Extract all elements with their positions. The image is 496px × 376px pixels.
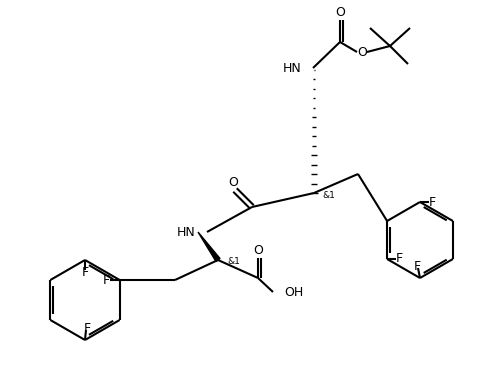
Text: F: F	[83, 321, 91, 335]
Polygon shape	[198, 232, 220, 261]
Text: F: F	[414, 259, 421, 273]
Text: O: O	[335, 6, 345, 20]
Text: HN: HN	[283, 62, 302, 74]
Text: O: O	[253, 244, 263, 256]
Text: HN: HN	[177, 226, 196, 238]
Text: F: F	[429, 196, 435, 209]
Text: O: O	[357, 45, 367, 59]
Text: F: F	[81, 265, 89, 279]
Text: F: F	[103, 273, 110, 287]
Text: F: F	[395, 253, 403, 265]
Text: OH: OH	[284, 285, 303, 299]
Text: &1: &1	[322, 191, 335, 200]
Text: O: O	[228, 176, 238, 188]
Text: &1: &1	[227, 258, 240, 267]
